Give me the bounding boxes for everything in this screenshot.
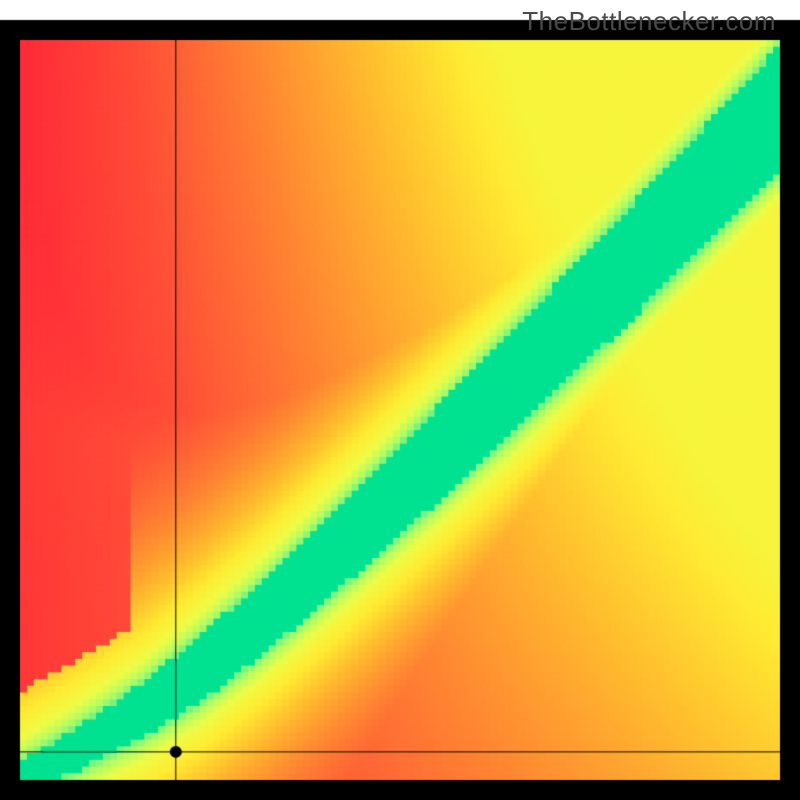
watermark-text: TheBottlenecker.com — [522, 6, 776, 37]
chart-container: TheBottlenecker.com — [0, 0, 800, 800]
bottleneck-heatmap — [0, 0, 800, 800]
